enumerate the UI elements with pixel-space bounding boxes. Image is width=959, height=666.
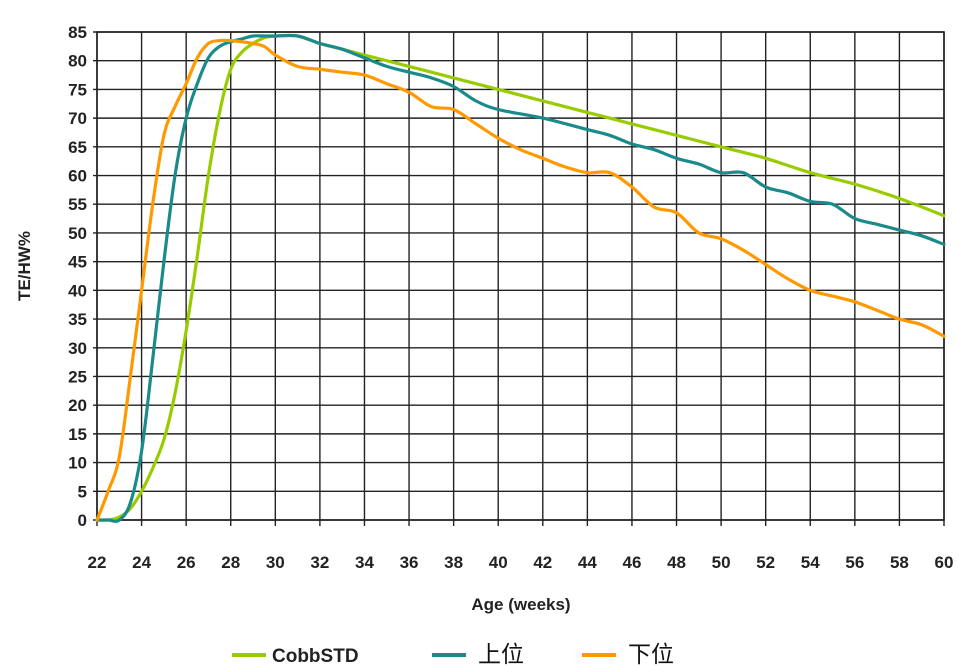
y-tick-label: 80 xyxy=(68,52,87,71)
x-tick-label: 44 xyxy=(578,553,597,572)
y-tick-label: 85 xyxy=(68,23,87,42)
y-tick-label: 55 xyxy=(68,195,87,214)
series-line-upper xyxy=(95,33,946,523)
y-axis-ticks: 0 5 10 15 20 25 30 35 40 45 50 55 60 65 70 75 80 85 xyxy=(68,23,87,530)
y-tick-label: 35 xyxy=(68,310,87,329)
y-tick-label: 15 xyxy=(68,425,87,444)
x-tick-label: 22 xyxy=(88,553,107,572)
legend: CobbSTD 上位 下位 xyxy=(232,642,674,666)
x-tick-label: 54 xyxy=(801,553,820,572)
y-axis-title: TE/HW% xyxy=(15,231,34,301)
x-tick-label: 42 xyxy=(533,553,552,572)
x-tick-label: 36 xyxy=(400,553,419,572)
x-tick-label: 48 xyxy=(667,553,686,572)
y-tick-label: 40 xyxy=(68,281,87,300)
x-tick-label: 32 xyxy=(310,553,329,572)
x-axis-ticks: 22 24 26 28 30 32 34 36 38 40 42 44 46 48 50 52 54 56 58 60 xyxy=(88,553,954,572)
y-tick-label: 50 xyxy=(68,224,87,243)
x-tick-label: 28 xyxy=(221,553,240,572)
x-tick-label: 58 xyxy=(890,553,909,572)
y-tick-label: 45 xyxy=(68,253,87,272)
x-tick-label: 60 xyxy=(935,553,954,572)
x-tick-label: 46 xyxy=(622,553,641,572)
legend-label-upper: 上位 xyxy=(478,642,524,666)
y-tick-label: 30 xyxy=(68,339,87,358)
series-line-lower xyxy=(95,38,946,522)
x-tick-label: 38 xyxy=(444,553,463,572)
x-tick-label: 34 xyxy=(355,553,374,572)
y-tick-label: 25 xyxy=(68,367,87,386)
plot-area xyxy=(96,31,945,521)
x-tick-label: 56 xyxy=(845,553,864,572)
x-tick-label: 24 xyxy=(132,553,151,572)
y-tick-label: 65 xyxy=(68,138,87,157)
y-tick-label: 20 xyxy=(68,396,87,415)
legend-label-cobbstd: CobbSTD xyxy=(272,646,359,666)
legend-label-lower: 下位 xyxy=(628,642,674,666)
y-tick-label: 0 xyxy=(78,511,87,530)
y-tick-label: 10 xyxy=(68,454,87,473)
x-tick-label: 40 xyxy=(489,553,508,572)
x-tick-label: 50 xyxy=(712,553,731,572)
x-tick-label: 30 xyxy=(266,553,285,572)
y-tick-label: 70 xyxy=(68,109,87,128)
x-axis-title: Age (weeks) xyxy=(471,595,570,614)
series-lines xyxy=(95,33,946,523)
y-tick-label: 60 xyxy=(68,167,87,186)
x-tick-label: 26 xyxy=(177,553,196,572)
x-tick-label: 52 xyxy=(756,553,775,572)
y-tick-label: 5 xyxy=(78,482,87,501)
y-tick-label: 75 xyxy=(68,80,87,99)
